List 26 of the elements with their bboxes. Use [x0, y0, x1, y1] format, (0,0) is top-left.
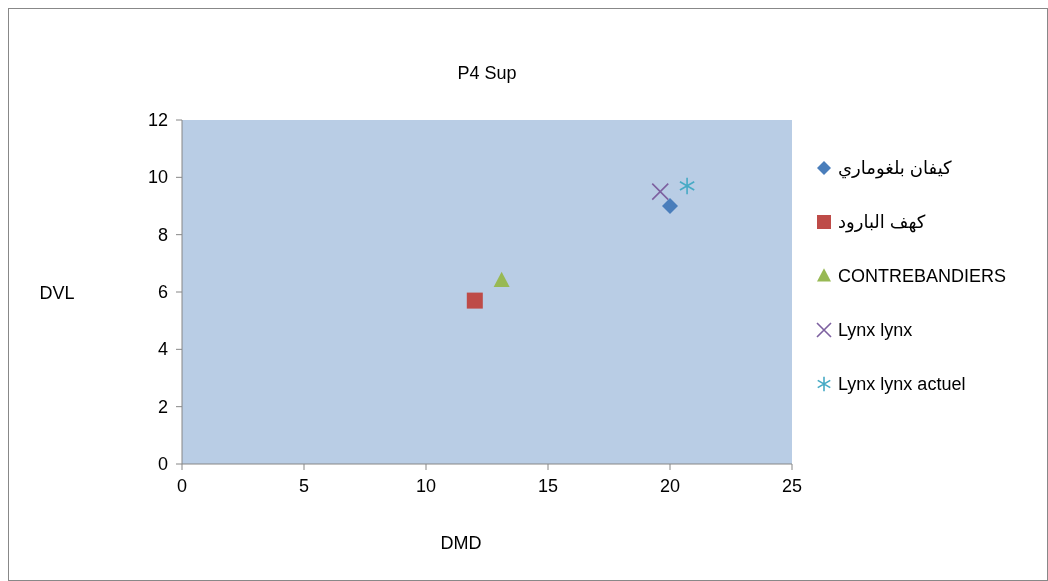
- y-tick-label: 0: [157, 454, 168, 474]
- x-tick-label: 0: [176, 476, 188, 496]
- point: [662, 198, 678, 214]
- chart-title: P4 Sup: [457, 63, 517, 83]
- legend-label: Lynx lynx actuel: [838, 374, 966, 394]
- point: [493, 271, 510, 287]
- y-tick-label: 10: [147, 167, 168, 188]
- x-tick-label: 20: [659, 476, 681, 496]
- legend-label: CONTREBANDIERS: [838, 266, 1007, 286]
- x-tick-label: 10: [415, 476, 437, 496]
- point: [651, 182, 670, 201]
- x-tick-label: 15: [537, 476, 559, 496]
- point: [466, 292, 483, 309]
- y-tick-label: 4: [157, 339, 168, 360]
- y-axis-title: DVL: [39, 283, 75, 303]
- y-tick-label: 6: [157, 282, 168, 302]
- x-tick-label: 5: [298, 476, 310, 496]
- x-axis-title: DMD: [440, 533, 482, 553]
- y-tick-label: 2: [157, 396, 168, 417]
- point: [679, 176, 696, 195]
- legend-label: كهف البارود: [838, 212, 926, 233]
- legend-label: كيفان بلغوماري: [838, 158, 953, 179]
- y-tick-label: 8: [157, 224, 168, 245]
- x-tick-label: 25: [781, 476, 803, 496]
- legend-label: Lynx lynx: [838, 320, 913, 340]
- y-tick-label: 12: [147, 110, 168, 130]
